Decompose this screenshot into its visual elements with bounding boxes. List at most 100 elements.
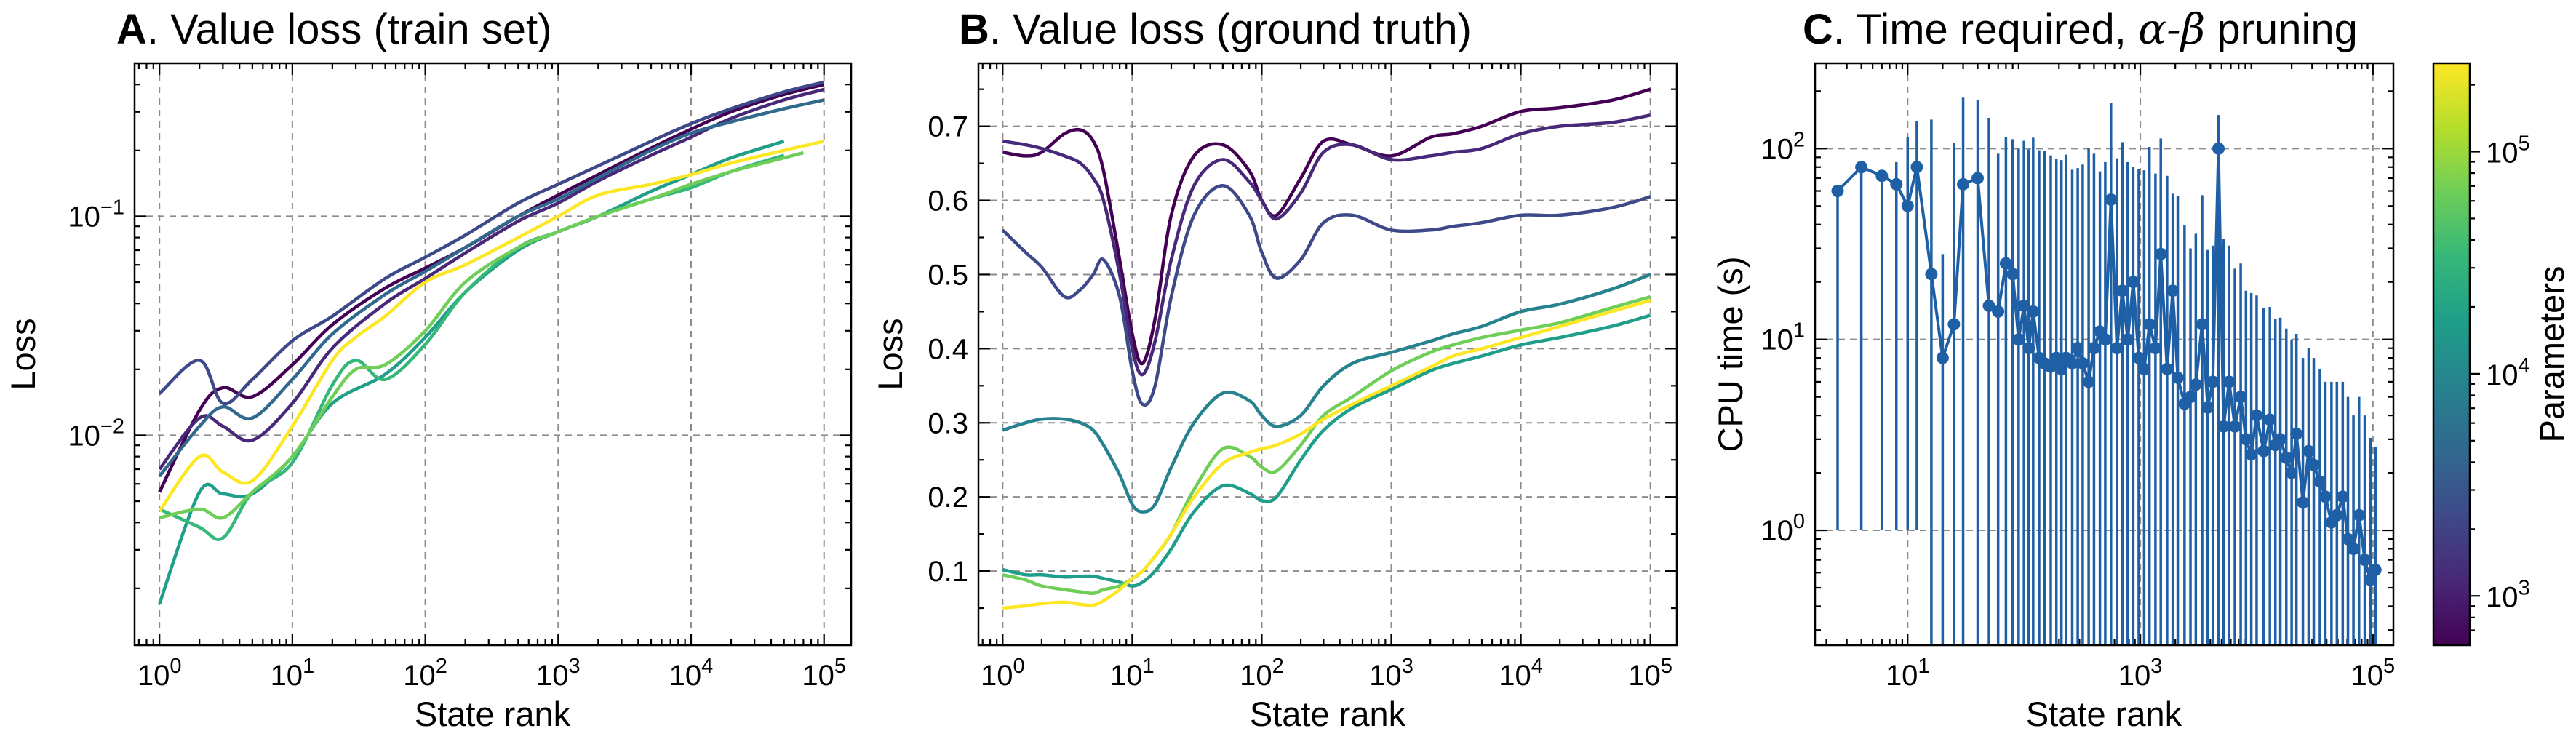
panel-c-data-point (2206, 375, 2220, 388)
colorbar-tick-label: 104 (2486, 354, 2530, 391)
panel-b-title-prefix: B (959, 6, 989, 53)
panel-c-data-point (2137, 362, 2150, 375)
panel-c-data-point (2055, 362, 2068, 375)
panel-c-data-point (1971, 172, 1985, 185)
panel-c-data-point (1901, 199, 1914, 212)
panel-c-ytick-label: 101 (1760, 319, 1805, 356)
panel-c-data-point (2166, 284, 2180, 297)
panel-b-plot: 100 101 102 103 104 105 0.1 0.2 0.3 0.4 0.5 0.6 0.7 (928, 62, 1678, 692)
panel-c-data-point (2116, 284, 2129, 297)
panel-c-data-point (2285, 466, 2298, 479)
panel-b-ytick-label: 0.7 (928, 111, 968, 143)
panel-b-xtick-label: 105 (1628, 655, 1672, 692)
panel-a-series-line (158, 80, 825, 406)
panel-a-xtick-label: 102 (403, 655, 447, 692)
panel-c-plot: 101 103 105 100 101 102 (1760, 62, 2395, 692)
panel-c-data-point (1999, 257, 2012, 270)
panel-c-data-point (2358, 554, 2372, 567)
colorbar: 103 104 105 Parameters (2432, 62, 2571, 647)
panel-c-xlabel: State rank (2026, 695, 2182, 733)
panel-b-series-line (1002, 313, 1651, 588)
panel-b-grid (978, 63, 1677, 645)
panel-c-data-point (2234, 391, 2247, 404)
panel-c-data-point (2066, 356, 2079, 370)
panel-c-data-point (2099, 333, 2112, 346)
panel-b-ytick-label: 0.1 (928, 556, 968, 588)
panel-a-grid (135, 63, 851, 645)
panel-a-xtick-label: 105 (802, 655, 846, 692)
panel-b-ytick-label: 0.2 (928, 482, 968, 514)
colorbar-ticks: 103 104 105 (2470, 84, 2530, 631)
panel-a-series-line (158, 87, 825, 471)
panel-c-data-point (2027, 305, 2040, 318)
panel-c-data-point (2022, 342, 2035, 355)
panel-c-data-point (2154, 247, 2167, 260)
panel-b-series-line (1002, 273, 1651, 514)
panel-a-frame (133, 62, 853, 647)
panel-c-data-point (2342, 532, 2355, 546)
panel-c-data-point (1831, 185, 1844, 198)
panel-a-series-line (158, 140, 785, 604)
panel-a-series-line (158, 140, 825, 513)
panel-b-ytick-label: 0.3 (928, 407, 968, 439)
panel-c-data-point (2330, 508, 2343, 522)
panel-c-data-point (2245, 448, 2258, 461)
panel-b-series-line (1002, 113, 1651, 377)
panel-c-data-point (2196, 318, 2209, 331)
panel-b-title: B. Value loss (ground truth) (959, 6, 1472, 53)
panel-b-ylabel: Loss (871, 318, 909, 390)
panel-a-title: A. Value loss (train set) (116, 6, 551, 53)
panel-c-data-point (2250, 409, 2263, 422)
panel-c-data-point (1957, 177, 1970, 191)
panel-b-ytick-label: 0.5 (928, 259, 968, 291)
panel-b-xtick-label: 101 (1110, 655, 1155, 692)
panel-c-data-point (2280, 451, 2293, 464)
panel-b-xtick-label: 104 (1499, 655, 1543, 692)
panel-c-data-point (2201, 401, 2214, 414)
panel-c-data-point (2364, 573, 2377, 586)
panel-c-data-point (2257, 444, 2270, 458)
panel-c-data-point (1947, 318, 1961, 331)
panel-c-data-point (2302, 444, 2315, 458)
panel-c-data-point (2121, 333, 2134, 346)
panel-c-data-point (2082, 375, 2095, 388)
panel-c-data-point (2143, 318, 2156, 331)
panel-c-data-point (2006, 268, 2019, 281)
panel-c-data-point (2347, 542, 2360, 555)
panel-c-data-point (2126, 276, 2140, 289)
colorbar-tick-label: 103 (2486, 576, 2530, 613)
panel-b-title-text: . Value loss (ground truth) (989, 6, 1472, 53)
colorbar-label: Parameters (2532, 266, 2571, 443)
panel-b-xlabel: State rank (1250, 695, 1406, 733)
panel-b-ticks: 100 101 102 103 104 105 0.1 0.2 0.3 0.4 0.5 0.6 0.7 (928, 63, 1677, 692)
panel-c-data-point (2017, 299, 2030, 312)
panel-c-xtick-label: 103 (2118, 655, 2163, 692)
panel-c-data-point (2318, 490, 2332, 503)
panel-b-xtick-label: 102 (1240, 655, 1284, 692)
panel-b-ytick-label: 0.4 (928, 333, 968, 365)
panel-c-data-point (2110, 342, 2124, 355)
panel-c-data-point (2071, 342, 2084, 355)
panel-b-xtick-label: 100 (981, 655, 1025, 692)
panel-c-data-point (2050, 351, 2063, 364)
panel-a-series-line (158, 83, 825, 493)
panel-a-ticks: 100 101 102 103 104 105 10−2 10−1 (68, 63, 851, 692)
panel-a-xtick-label: 103 (536, 655, 581, 692)
panel-c-data-point (2189, 378, 2202, 391)
panel-a-xtick-label: 101 (271, 655, 315, 692)
panel-c-data-point (2132, 351, 2145, 364)
panel-c-data-point (2105, 193, 2118, 207)
colorbar-tick-label: 105 (2486, 132, 2530, 169)
panel-c-frame (1814, 62, 2395, 647)
panel-b-series-line (1002, 295, 1651, 596)
panel-c-title-math: α-β (2138, 4, 2205, 54)
panel-c-data-point (2149, 342, 2162, 355)
panel-c-data-point (2172, 371, 2185, 384)
panel-c-data-point (2308, 458, 2321, 471)
panel-a-data (158, 80, 825, 604)
panel-c-data-point (2184, 391, 2197, 404)
panel-c-data-point (1925, 268, 1938, 281)
panel-c-data-point (2353, 508, 2366, 522)
panel-c-ticks: 101 103 105 100 101 102 (1760, 63, 2395, 692)
